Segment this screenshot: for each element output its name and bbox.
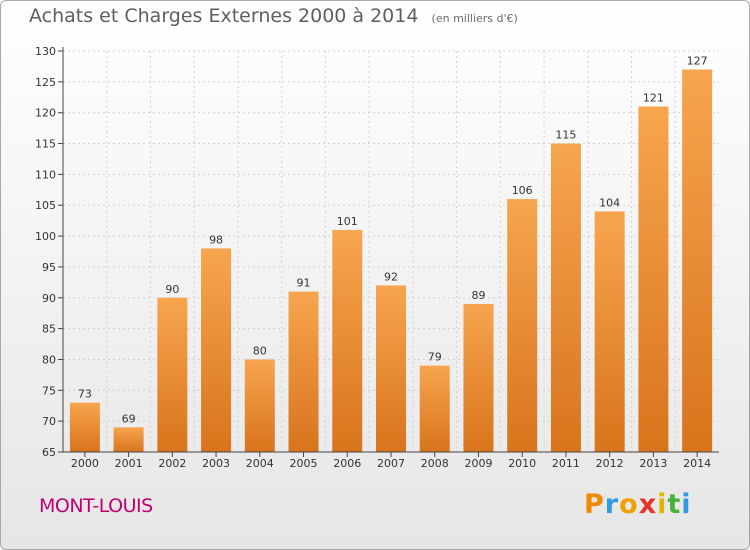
- y-tick-label: 120: [35, 107, 56, 120]
- proxiti-logo: Proxiti: [584, 489, 692, 520]
- y-tick-label: 95: [42, 261, 56, 274]
- x-tick-label-2009: 2009: [464, 457, 492, 470]
- x-tick-label-2012: 2012: [596, 457, 624, 470]
- x-tick-label-2001: 2001: [115, 457, 143, 470]
- bar-2004: [244, 359, 275, 452]
- x-tick-label-2000: 2000: [71, 457, 99, 470]
- bar-2005: [288, 291, 319, 452]
- bar-2013: [638, 106, 669, 453]
- x-tick-label-2005: 2005: [290, 457, 318, 470]
- data-label-2003: 98: [209, 233, 223, 246]
- logo-letter: i: [657, 489, 668, 520]
- bar-2001: [113, 427, 144, 452]
- data-label-2006: 101: [337, 215, 358, 228]
- x-tick-label-2011: 2011: [552, 457, 580, 470]
- data-label-2014: 127: [687, 55, 708, 68]
- bar-2012: [594, 211, 625, 452]
- logo-letter: i: [681, 489, 692, 520]
- logo-letter: x: [638, 489, 658, 520]
- y-tick-label: 115: [35, 138, 56, 151]
- bar-2014: [682, 69, 713, 452]
- data-label-2011: 115: [555, 129, 576, 142]
- data-label-2008: 79: [428, 351, 442, 364]
- chart-title: Achats et Charges Externes 2000 à 2014 (…: [29, 5, 518, 27]
- data-label-2002: 90: [165, 283, 179, 296]
- y-tick-label: 130: [35, 45, 56, 58]
- data-label-2000: 73: [78, 388, 92, 401]
- logo-letter: r: [604, 489, 620, 520]
- bar-2011: [550, 143, 581, 453]
- logo-letter: t: [667, 489, 682, 520]
- data-label-2013: 121: [643, 92, 664, 105]
- x-tick-label-2010: 2010: [508, 457, 536, 470]
- bar-2009: [463, 303, 494, 452]
- x-tick-label-2003: 2003: [202, 457, 230, 470]
- chart-title-main: Achats et Charges Externes 2000 à 2014: [29, 5, 419, 27]
- data-label-2007: 92: [384, 270, 398, 283]
- y-tick-label: 75: [42, 384, 56, 397]
- y-tick-label: 70: [42, 415, 56, 428]
- x-tick-label-2007: 2007: [377, 457, 405, 470]
- bar-2007: [376, 285, 406, 452]
- bar-2003: [201, 248, 232, 452]
- data-label-2004: 80: [253, 344, 267, 357]
- y-tick-label: 125: [35, 76, 56, 89]
- x-tick-label-2008: 2008: [421, 457, 449, 470]
- data-label-2005: 91: [297, 277, 311, 290]
- data-label-2012: 104: [599, 196, 620, 209]
- y-tick-label: 80: [42, 353, 56, 366]
- data-label-2001: 69: [122, 412, 136, 425]
- bar-2006: [332, 229, 363, 452]
- x-tick-label-2006: 2006: [333, 457, 361, 470]
- y-tick-label: 90: [42, 292, 56, 305]
- bar-2002: [157, 297, 188, 452]
- x-tick-label-2004: 2004: [246, 457, 274, 470]
- y-tick-label: 105: [35, 199, 56, 212]
- data-label-2009: 89: [471, 289, 485, 302]
- commune-name: MONT-LOUIS: [39, 495, 153, 517]
- chart-title-unit: (en milliers d'€): [431, 12, 518, 25]
- y-tick-label: 110: [35, 168, 56, 181]
- bar-2000: [69, 402, 100, 452]
- y-tick-label: 100: [35, 230, 56, 243]
- y-tick-label: 65: [42, 446, 56, 459]
- y-tick-label: 85: [42, 323, 56, 336]
- x-tick-label-2013: 2013: [639, 457, 667, 470]
- x-tick-label-2014: 2014: [683, 457, 711, 470]
- axes: 65 70 75 80 85 90 95 100 105 110 115 120 125 130 2000 2…: [35, 45, 719, 470]
- logo-letter: P: [584, 489, 605, 520]
- bars: 73 69 90 98 80 91 101 92 79 89 106 115 104 121 127: [69, 55, 713, 453]
- bar-2008: [419, 365, 450, 452]
- x-tick-label-2002: 2002: [158, 457, 186, 470]
- logo-letter: o: [619, 489, 639, 520]
- bar-2010: [507, 199, 538, 452]
- data-label-2010: 106: [512, 184, 533, 197]
